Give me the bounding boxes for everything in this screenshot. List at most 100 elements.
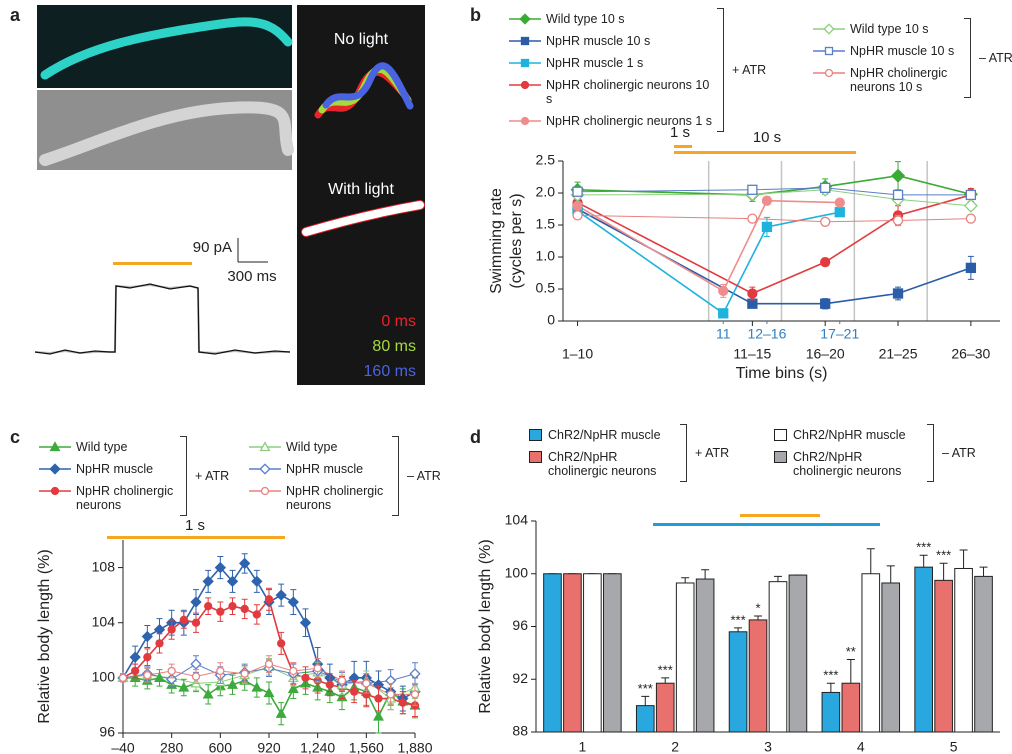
legend-label: NpHR cholinergic neurons xyxy=(76,484,174,512)
legend-item: NpHR muscle 10 s xyxy=(508,34,713,48)
x-tick-label: 2 xyxy=(671,739,679,754)
marker xyxy=(965,262,977,274)
legend-item: NpHR muscle xyxy=(38,462,176,476)
frame-label: 80 ms xyxy=(372,338,416,355)
marker xyxy=(191,672,201,681)
legend-item: Wild type xyxy=(248,440,388,454)
light-bar xyxy=(740,514,820,517)
significance-label: *** xyxy=(916,540,931,555)
marker xyxy=(572,200,583,211)
legend-item: NpHR cholinergic neurons 10 s xyxy=(508,78,713,106)
marker xyxy=(251,575,263,588)
significance-label: *** xyxy=(936,548,951,563)
legend-items: Wild type NpHR muscle NpHR cholinergic neu… xyxy=(38,436,176,516)
error-bar xyxy=(661,677,670,684)
worm-frame xyxy=(322,62,414,110)
marker xyxy=(965,213,977,224)
marker xyxy=(275,707,287,718)
y-tick-label: 96 xyxy=(512,617,528,633)
legend-icon xyxy=(509,36,541,46)
annotation: 1 s xyxy=(670,124,690,141)
legend-group-label: – ATR xyxy=(407,469,441,483)
marker xyxy=(362,679,371,688)
marker xyxy=(313,664,322,673)
legend-label: NpHR muscle xyxy=(286,462,364,476)
legend-label: Wild type 10 s xyxy=(546,12,625,26)
legend-bracket xyxy=(964,18,971,98)
legend-label: NpHR muscle 10 s xyxy=(546,34,651,48)
light-bar xyxy=(107,536,285,539)
error-bar xyxy=(866,548,875,574)
significance-label: *** xyxy=(638,681,653,696)
x-tick-label: 1 xyxy=(579,739,587,754)
marker xyxy=(761,195,773,206)
bar xyxy=(543,573,562,733)
error-bar xyxy=(939,562,948,581)
scale-y-label: 90 pA xyxy=(193,239,232,256)
y-tick-label: 2.5 xyxy=(536,152,556,168)
marker xyxy=(252,610,261,619)
legend-item: NpHR muscle 10 s xyxy=(812,44,960,58)
marker xyxy=(259,463,271,475)
legend-item: ChR2/NpHR muscle xyxy=(773,428,923,442)
marker xyxy=(520,36,530,46)
legend-items: Wild type 10 s NpHR muscle 10 s NpHR choli… xyxy=(812,18,960,98)
x-tick-label: 11–15 xyxy=(733,346,771,362)
x-tick-label-secondary: 12–16 xyxy=(747,326,786,342)
legend-icon xyxy=(774,451,787,463)
x-tick-label: 1,240 xyxy=(300,740,335,754)
x-tick-label: 4 xyxy=(857,739,865,754)
legend-label: Wild type 10 s xyxy=(850,22,929,36)
legend-items: Wild type 10 s NpHR muscle 10 s NpHR muscl… xyxy=(508,8,713,132)
legend-group: Wild type NpHR muscle NpHR cholinergic neu… xyxy=(38,436,229,516)
bar xyxy=(914,566,933,733)
marker xyxy=(239,557,251,570)
series-line xyxy=(577,187,971,196)
significance-label: ** xyxy=(846,644,856,659)
legend-icon xyxy=(813,23,845,35)
x-tick-label: 1,560 xyxy=(349,740,384,754)
y-axis-label: Relative body length (%) xyxy=(36,549,53,723)
y-tick-label: 104 xyxy=(505,512,529,528)
marker xyxy=(374,694,383,703)
bar xyxy=(934,579,953,733)
legend-icon xyxy=(39,441,71,452)
bar xyxy=(603,573,622,733)
legend-item: Wild type 10 s xyxy=(812,22,960,36)
bar xyxy=(788,574,808,733)
legend-label: NpHR muscle xyxy=(76,462,154,476)
marker xyxy=(118,673,128,683)
x-tick-label: 5 xyxy=(950,739,958,754)
marker xyxy=(204,602,213,611)
x-axis-label: Time bins (s) xyxy=(736,365,828,382)
error-bar xyxy=(979,566,988,577)
marker xyxy=(167,666,176,676)
marker xyxy=(373,710,384,721)
error-bar xyxy=(701,569,710,580)
error-bar xyxy=(846,658,855,684)
series-line xyxy=(577,199,840,293)
legend-items: Wild type NpHR muscle NpHR cholinergic neu… xyxy=(248,436,388,516)
legend-label: Wild type xyxy=(286,440,338,454)
scale-x-label: 300 ms xyxy=(227,268,276,285)
marker xyxy=(325,680,334,689)
legend-icon xyxy=(509,80,541,90)
error-bar xyxy=(773,575,782,582)
bar xyxy=(841,682,861,733)
marker xyxy=(129,651,141,663)
legend-item: NpHR cholinergic neurons xyxy=(248,484,388,512)
error-bar xyxy=(734,627,743,632)
marker xyxy=(747,184,758,195)
error-bar xyxy=(641,695,650,706)
panel-label: d xyxy=(470,427,481,447)
legend-icon xyxy=(509,13,541,25)
y-axis-label: (cycles per s) xyxy=(508,193,525,288)
legend-items: ChR2/NpHR muscle ChR2/NpHR cholinergic ne… xyxy=(528,424,676,482)
legend-item: ChR2/NpHR muscle xyxy=(528,428,676,442)
marker xyxy=(259,441,271,452)
y-tick-label: 92 xyxy=(512,670,528,686)
y-tick-label: 1.0 xyxy=(536,248,556,264)
legend-item: NpHR cholinergic neurons 10 s xyxy=(812,66,960,94)
